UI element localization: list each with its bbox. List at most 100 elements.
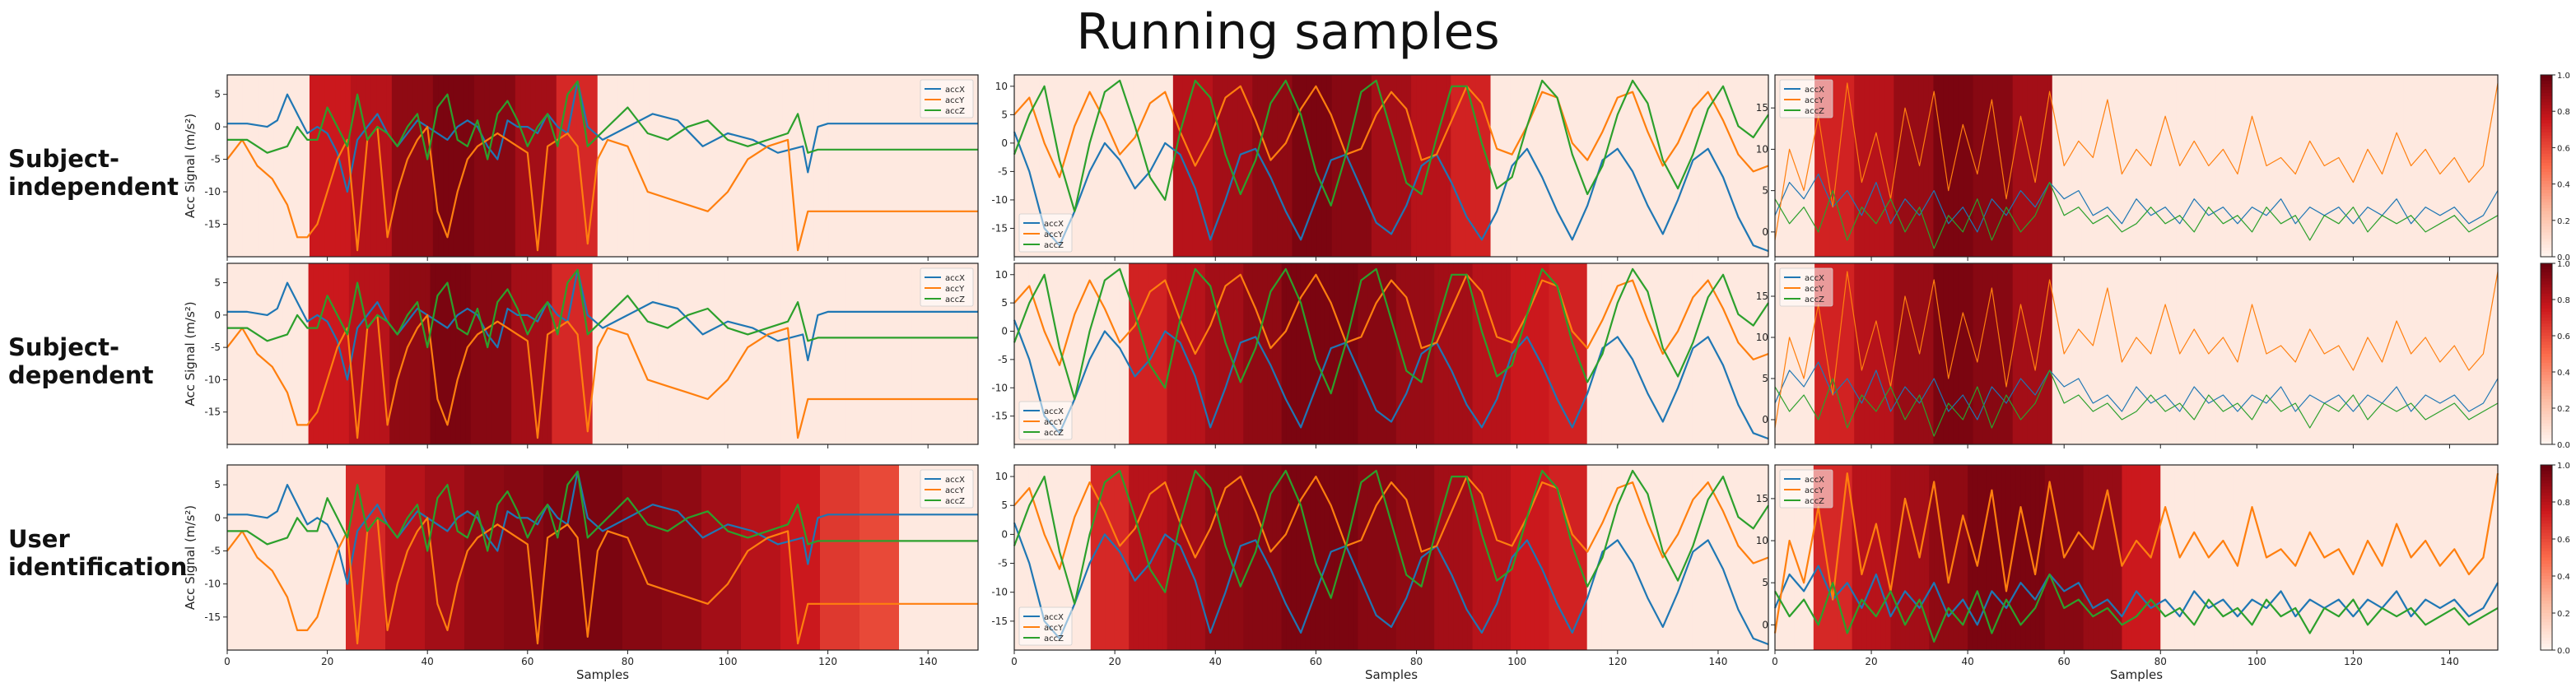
heatmap-cell <box>273 75 280 257</box>
colorbar-r1: 0.00.20.40.60.81.0 <box>2540 72 2570 263</box>
heatmap-cell <box>484 465 490 650</box>
heatmap-cell <box>1914 465 1921 650</box>
heatmap-cell <box>1847 465 1853 650</box>
heatmap-cell <box>2398 263 2405 444</box>
heatmap-cell <box>2383 263 2390 444</box>
heatmap-cell <box>1252 75 1258 257</box>
heatmap-cell <box>1320 263 1325 444</box>
heatmap-cell <box>637 465 643 650</box>
heatmap-cell <box>504 465 510 650</box>
heatmap-cell <box>568 465 574 650</box>
heatmap-cell <box>756 465 762 650</box>
heatmap-cell <box>2091 263 2098 444</box>
heatmap-cell <box>1061 465 1068 650</box>
heatmap-cell <box>1869 75 1875 257</box>
colorbar-cell <box>2541 208 2552 212</box>
legend-label-accX: accX <box>1805 476 1824 485</box>
colorbar-cell <box>2541 287 2552 291</box>
heatmap-cell <box>1677 465 1684 650</box>
heatmap-cell <box>460 263 467 444</box>
colorbar-cell <box>2541 253 2552 258</box>
heatmap-cell <box>1987 75 1994 257</box>
heatmap-cell <box>1620 465 1626 650</box>
ytick-label: 5 <box>1762 373 1768 384</box>
heatmap-cell <box>593 465 599 650</box>
heatmap-cell <box>2131 263 2137 444</box>
heatmap-cell <box>2171 263 2177 444</box>
colorbar-cell <box>2541 235 2552 239</box>
colorbar-cell <box>2541 99 2552 103</box>
heatmap-cell <box>1033 263 1039 444</box>
heatmap-cell <box>399 263 406 444</box>
heatmap-cell <box>340 75 347 257</box>
heatmap-cell <box>1629 465 1636 650</box>
heatmap-cell <box>2492 75 2499 257</box>
colorbar-cell <box>2541 241 2552 245</box>
heatmap-cell <box>1098 75 1105 257</box>
colorbar-cell <box>2541 151 2552 155</box>
heatmap-cell <box>263 75 269 257</box>
heatmap-cell <box>828 75 835 257</box>
colorbar-cell <box>2541 520 2552 524</box>
heatmap-cell <box>1049 75 1055 257</box>
heatmap-cell <box>2245 263 2251 444</box>
heatmap-cell <box>2413 75 2420 257</box>
colorbar-cell <box>2541 529 2552 534</box>
heatmap-cell <box>566 263 573 444</box>
heatmap-cell <box>479 75 485 257</box>
heatmap-cell <box>720 75 727 257</box>
heatmap-cell <box>2199 465 2205 650</box>
colorbar-cell <box>2541 338 2552 342</box>
heatmap-cell <box>1228 465 1235 650</box>
heatmap-cell <box>1948 75 1954 257</box>
heatmap-cell <box>2415 465 2421 650</box>
ytick-label: 0 <box>1001 137 1008 149</box>
colorbar-cell <box>2541 111 2552 115</box>
heatmap-cell <box>957 263 964 444</box>
heatmap-cell <box>328 263 335 444</box>
heatmap-cell <box>1928 263 1935 444</box>
heatmap-cell <box>669 75 676 257</box>
heatmap-cell <box>563 465 569 650</box>
heatmap-cell <box>237 465 243 650</box>
heatmap-cell <box>278 75 285 257</box>
heatmap-cell <box>1276 465 1283 650</box>
heatmap-cell <box>1819 75 1825 257</box>
heatmap-cell <box>294 75 300 257</box>
heatmap-cell <box>1361 75 1367 257</box>
heatmap-cell <box>381 75 388 257</box>
heatmap-cell <box>1982 263 1989 444</box>
heatmap-cell <box>2191 75 2196 257</box>
heatmap-cell <box>2076 263 2083 444</box>
ytick-label: -10 <box>991 194 1008 206</box>
heatmap-cell <box>1595 75 1600 257</box>
heatmap-cell <box>1148 263 1153 444</box>
heatmap-cell <box>1530 465 1535 650</box>
colorbar-cell <box>2541 296 2552 300</box>
heatmap-cell <box>922 263 928 444</box>
heatmap-cell <box>440 263 446 444</box>
heatmap-cell <box>1339 263 1344 444</box>
heatmap-cell <box>1436 75 1442 257</box>
colorbar-cell <box>2541 474 2552 478</box>
heatmap-cell <box>648 263 654 444</box>
heatmap-cell <box>335 75 342 257</box>
colorbar-tick-label: 0.8 <box>2557 296 2570 305</box>
heatmap-cell <box>1490 75 1497 257</box>
heatmap-cell <box>953 465 959 650</box>
heatmap-cell <box>1223 75 1228 257</box>
heatmap-cell <box>1014 75 1020 257</box>
heatmap-cell <box>1238 263 1244 444</box>
heatmap-cell <box>1889 75 1894 257</box>
heatmap-cell <box>474 465 480 650</box>
heatmap-cell <box>932 263 939 444</box>
legend-label-accY: accY <box>1044 418 1064 427</box>
heatmap-cell <box>947 75 953 257</box>
heatmap-cell <box>2169 465 2176 650</box>
heatmap-cell <box>1785 75 1791 257</box>
heatmap-cell <box>1181 263 1187 444</box>
heatmap-cell <box>1968 465 1973 650</box>
heatmap-cell <box>2111 263 2117 444</box>
heatmap-cell <box>1470 75 1477 257</box>
